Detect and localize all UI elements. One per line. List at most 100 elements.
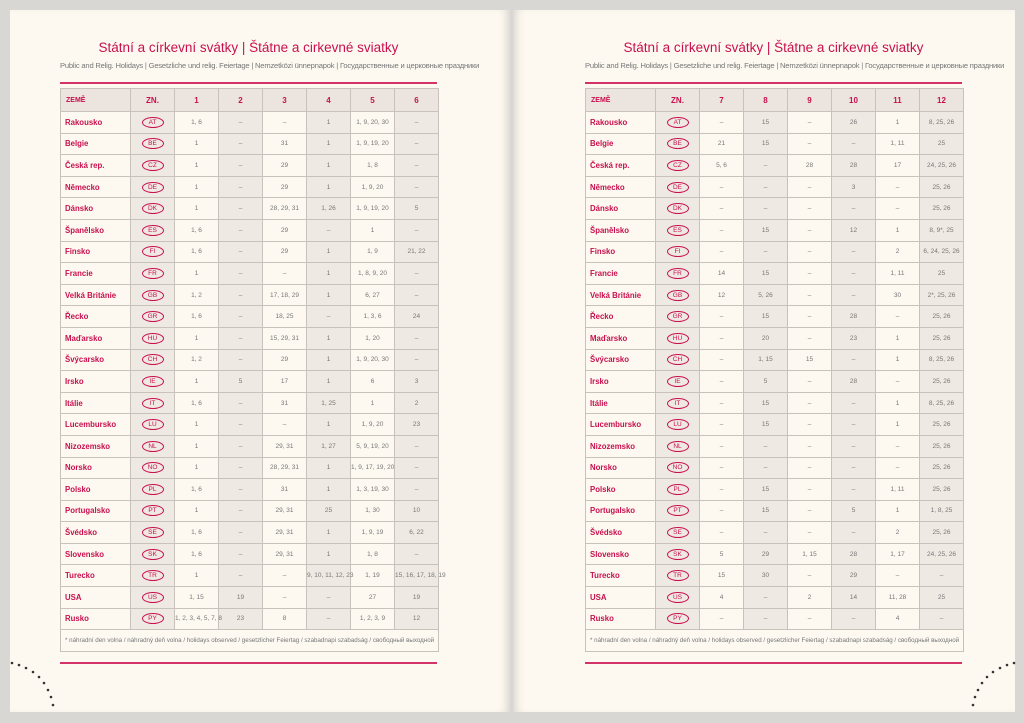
holiday-cell: 1, 8 [350,154,395,177]
code-cell: IE [655,370,700,393]
holiday-cell: 6, 22 [394,521,439,544]
table-row: Norsko NO 1–28, 29, 31 1 1, 9, 17, 19, 20– [60,456,439,480]
holiday-cell: – [875,305,920,328]
holiday-cell: 1 [306,542,351,566]
holiday-cell: 1, 6 [174,521,219,544]
table-row: Španělsko ES –15–12 1 8, 9*, 25 [585,218,964,242]
country-name: Rakousko [585,111,656,134]
holiday-cell: 1 [875,413,920,436]
holiday-cell: – [743,521,788,544]
holiday-cell: 5, 9, 19, 20 [350,434,395,458]
holiday-cell: 12 [831,218,876,242]
code-cell: GR [655,305,700,328]
code-cell: GB [655,283,700,307]
country-code-badge: AT [666,116,689,128]
holiday-cell: – [787,370,832,393]
col-header-country: ZEMĚ [585,88,656,112]
table-row: Norsko NO – – – – –25, 26 [585,456,964,480]
table-row: Švédsko SE – – – –2 25, 26 [585,521,964,544]
table-row: Řecko GR 1, 6–18, 25–1, 3, 6 24 [60,305,439,328]
table-row: Rakousko AT –15–26 1 8, 25, 26 [585,111,964,134]
holiday-cell: – [831,197,876,220]
holiday-cell: 12 [394,607,439,631]
country-name: Polsko [585,478,656,501]
holiday-cell: – [787,175,832,199]
holiday-cell: – [831,132,876,156]
holiday-cell: – [218,434,263,458]
holiday-cell: 1 [306,478,351,501]
holiday-cell: 1 [174,499,219,523]
code-cell: ES [655,218,700,242]
holiday-cell: 1, 19 [350,564,395,588]
holiday-cell: 5 [699,542,744,566]
holiday-cell: 4 [699,586,744,609]
holiday-cell: 10 [394,499,439,523]
holiday-cell: 1, 9, 19, 20 [350,197,395,220]
country-code-badge: GB [141,289,164,301]
table-row: Rusko PY 1, 2, 3, 4, 5, 7, 8 23 8–1, 2, 3, 9… [60,607,439,631]
holiday-cell: 15, 29, 31 [262,326,307,350]
code-cell: CH [655,348,700,372]
col-header-month: 6 [394,88,439,112]
holiday-cell: – [699,197,744,220]
code-cell: HU [655,326,700,350]
holiday-cell: 1, 30 [350,499,395,523]
table-row: Slovensko SK 5 29 1, 15 28 1, 17 24, 25, 26 [585,542,964,566]
country-name: Turecko [60,564,131,588]
country-code-badge: IE [666,375,689,387]
holiday-cell: 28, 29, 31 [262,456,307,480]
country-name: Lucembursko [585,413,656,436]
table-row: Česká rep. CZ 1–29 1 1, 8– [60,154,439,177]
code-cell: FI [130,240,175,264]
holiday-cell: – [787,434,832,458]
holiday-cell: 1 [875,111,920,134]
table-row: Portugalsko PT –15–5 1 1, 8, 25 [585,499,964,523]
table-row: Itálie IT –15– –1 8, 25, 26 [585,391,964,415]
holiday-cell: – [699,413,744,436]
code-cell: PY [130,607,175,631]
footnote-row: * náhradní den volna / náhradný deň voln… [60,629,439,653]
holiday-cell: – [262,111,307,134]
holiday-cell: – [699,240,744,264]
holiday-cell: 1, 8, 9, 20 [350,262,395,285]
col-header-month: 1 [174,88,219,112]
holiday-cell: 1, 9, 19 [350,521,395,544]
country-name: Portugalsko [60,499,131,523]
holiday-cell: 31 [262,478,307,501]
holiday-cell: – [699,521,744,544]
holiday-cell: 25, 26 [919,326,964,350]
holiday-cell: – [306,607,351,631]
holiday-cell: 18, 25 [262,305,307,328]
holiday-cell: 1, 8 [350,542,395,566]
holiday-cell: 8, 25, 26 [919,348,964,372]
holiday-cell: 19 [394,586,439,609]
code-cell: NL [655,434,700,458]
holiday-cell: – [262,413,307,436]
holiday-cell: 1, 9, 20 [350,175,395,199]
code-cell: AT [130,111,175,134]
holiday-cell: – [787,499,832,523]
holiday-cell: – [787,456,832,480]
col-header-month: 5 [350,88,395,112]
country-code-badge: DK [666,203,689,215]
table-row: Nizozemsko NL 1–29, 31 1, 27 5, 9, 19, 20– [60,434,439,458]
holiday-cell: – [787,197,832,220]
country-name: Norsko [60,456,131,480]
holiday-cell: 1 [306,348,351,372]
holiday-cell: – [787,326,832,350]
holiday-cell: 21, 22 [394,240,439,264]
country-code-badge: NL [141,440,164,452]
holiday-cell: 15 [699,564,744,588]
holiday-cell: 1, 9, 20, 30 [350,348,395,372]
holiday-cell: 17 [875,154,920,177]
code-cell: AT [655,111,700,134]
holiday-cell: – [831,456,876,480]
holiday-cell: 28 [787,154,832,177]
holiday-cell: – [787,283,832,307]
table-row: Portugalsko PT 1–29, 31 25 1, 30 10 [60,499,439,523]
holiday-cell: – [743,434,788,458]
country-name: USA [585,586,656,609]
holiday-cell: – [875,370,920,393]
holiday-cell: 1, 11 [875,478,920,501]
holiday-cell: 1 [306,240,351,264]
